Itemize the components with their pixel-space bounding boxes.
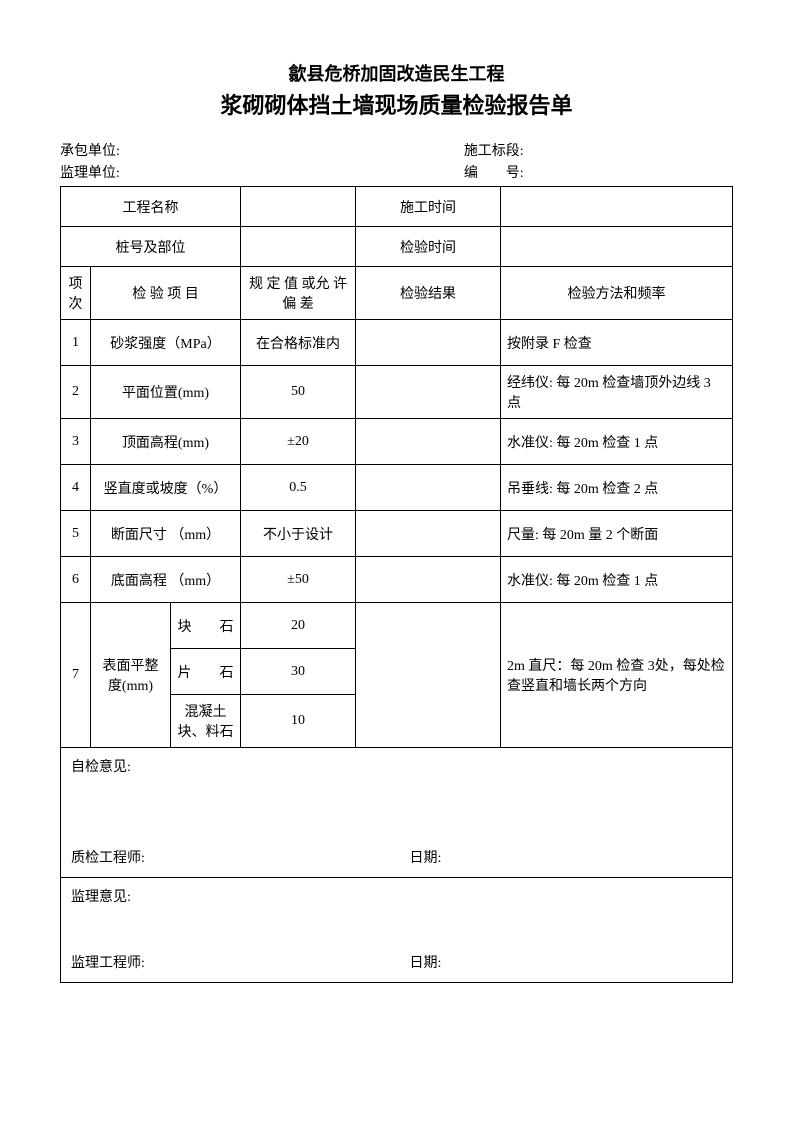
table-row: 1 砂浆强度（MPa） 在合格标准内 按附录 F 检查 (61, 320, 733, 366)
row-item: 竖直度或坡度（%） (91, 465, 241, 511)
col-item: 检 验 项 目 (91, 267, 241, 320)
table-row-7a: 7 表面平整 度(mm) 块 石 20 2m 直尺：每 20m 检查 3处，每处… (61, 603, 733, 649)
row7-sub-label: 混凝土块、料石 (171, 695, 241, 748)
inspection-table: 工程名称 施工时间 桩号及部位 检验时间 项次 检 验 项 目 规 定 值 或允… (60, 186, 733, 983)
row-spec: 在合格标准内 (241, 320, 356, 366)
inspection-time-value (501, 227, 733, 267)
row-method: 按附录 F 检查 (501, 320, 733, 366)
inspection-time-label: 检验时间 (356, 227, 501, 267)
row-result (356, 366, 501, 419)
column-header-row: 项次 检 验 项 目 规 定 值 或允 许 偏 差 检验结果 检验方法和频率 (61, 267, 733, 320)
row7-result (356, 603, 501, 748)
row-method: 水准仪: 每 20m 检查 1 点 (501, 557, 733, 603)
info-row-2: 桩号及部位 检验时间 (61, 227, 733, 267)
construction-time-value (501, 187, 733, 227)
table-row: 5 断面尺寸 （mm） 不小于设计 尺量: 每 20m 量 2 个断面 (61, 511, 733, 557)
self-opinion-block: 自检意见: 质检工程师: 日期: (61, 748, 733, 878)
section-label: 施工标段: (464, 140, 733, 160)
col-spec: 规 定 值 或允 许 偏 差 (241, 267, 356, 320)
row-num: 2 (61, 366, 91, 419)
title-line1: 歙县危桥加固改造民生工程 (60, 60, 733, 86)
row-spec: 50 (241, 366, 356, 419)
row-spec: ±20 (241, 419, 356, 465)
supervisor-label: 监理单位: (60, 162, 430, 182)
row-spec: ±50 (241, 557, 356, 603)
row-num: 3 (61, 419, 91, 465)
row-method: 经纬仪: 每 20m 检查墙顶外边线 3 点 (501, 366, 733, 419)
row-item: 底面高程 （mm） (91, 557, 241, 603)
row-num: 5 (61, 511, 91, 557)
supervision-opinion-label: 监理意见: (71, 886, 722, 906)
row-result (356, 557, 501, 603)
row-method: 水准仪: 每 20m 检查 1 点 (501, 419, 733, 465)
construction-time-label: 施工时间 (356, 187, 501, 227)
contractor-label: 承包单位: (60, 140, 430, 160)
row-num: 4 (61, 465, 91, 511)
project-name-value (241, 187, 356, 227)
row-spec: 0.5 (241, 465, 356, 511)
pile-position-label: 桩号及部位 (61, 227, 241, 267)
row-item: 顶面高程(mm) (91, 419, 241, 465)
row-num: 1 (61, 320, 91, 366)
row7-sub-spec: 30 (241, 649, 356, 695)
row-result (356, 511, 501, 557)
row-method: 尺量: 每 20m 量 2 个断面 (501, 511, 733, 557)
table-row: 6 底面高程 （mm） ±50 水准仪: 每 20m 检查 1 点 (61, 557, 733, 603)
row-item: 断面尺寸 （mm） (91, 511, 241, 557)
date-label-2: 日期: (410, 952, 722, 972)
row7-sub-spec: 20 (241, 603, 356, 649)
supervision-opinion-block: 监理意见: 监理工程师: 日期: (61, 878, 733, 983)
header-row-1: 承包单位: 施工标段: (60, 140, 733, 160)
row7-sub-label: 片 石 (171, 649, 241, 695)
row-item: 平面位置(mm) (91, 366, 241, 419)
table-row: 4 竖直度或坡度（%） 0.5 吊垂线: 每 20m 检查 2 点 (61, 465, 733, 511)
row-method: 吊垂线: 每 20m 检查 2 点 (501, 465, 733, 511)
row-item: 砂浆强度（MPa） (91, 320, 241, 366)
supervision-engineer-label: 监理工程师: (71, 952, 410, 972)
self-opinion-label: 自检意见: (71, 756, 722, 776)
info-row-1: 工程名称 施工时间 (61, 187, 733, 227)
col-method: 检验方法和频率 (501, 267, 733, 320)
row7-num: 7 (61, 603, 91, 748)
table-row: 2 平面位置(mm) 50 经纬仪: 每 20m 检查墙顶外边线 3 点 (61, 366, 733, 419)
col-num: 项次 (61, 267, 91, 320)
table-row: 3 顶面高程(mm) ±20 水准仪: 每 20m 检查 1 点 (61, 419, 733, 465)
row-spec: 不小于设计 (241, 511, 356, 557)
col-result: 检验结果 (356, 267, 501, 320)
row-result (356, 465, 501, 511)
row-result (356, 419, 501, 465)
row7-sub-label: 块 石 (171, 603, 241, 649)
self-opinion-row: 自检意见: 质检工程师: 日期: (61, 748, 733, 878)
project-name-label: 工程名称 (61, 187, 241, 227)
row7-item: 表面平整 度(mm) (91, 603, 171, 748)
row-num: 6 (61, 557, 91, 603)
pile-position-value (241, 227, 356, 267)
header-row-2: 监理单位: 编 号: (60, 162, 733, 182)
number-label: 编 号: (464, 162, 733, 182)
title-line2: 浆砌砌体挡土墙现场质量检验报告单 (60, 88, 733, 120)
row7-sub-spec: 10 (241, 695, 356, 748)
row-result (356, 320, 501, 366)
supervision-opinion-row: 监理意见: 监理工程师: 日期: (61, 878, 733, 983)
row7-method: 2m 直尺：每 20m 检查 3处，每处检查竖直和墙长两个方向 (501, 603, 733, 748)
qc-engineer-label: 质检工程师: (71, 847, 410, 867)
date-label-1: 日期: (410, 847, 722, 867)
